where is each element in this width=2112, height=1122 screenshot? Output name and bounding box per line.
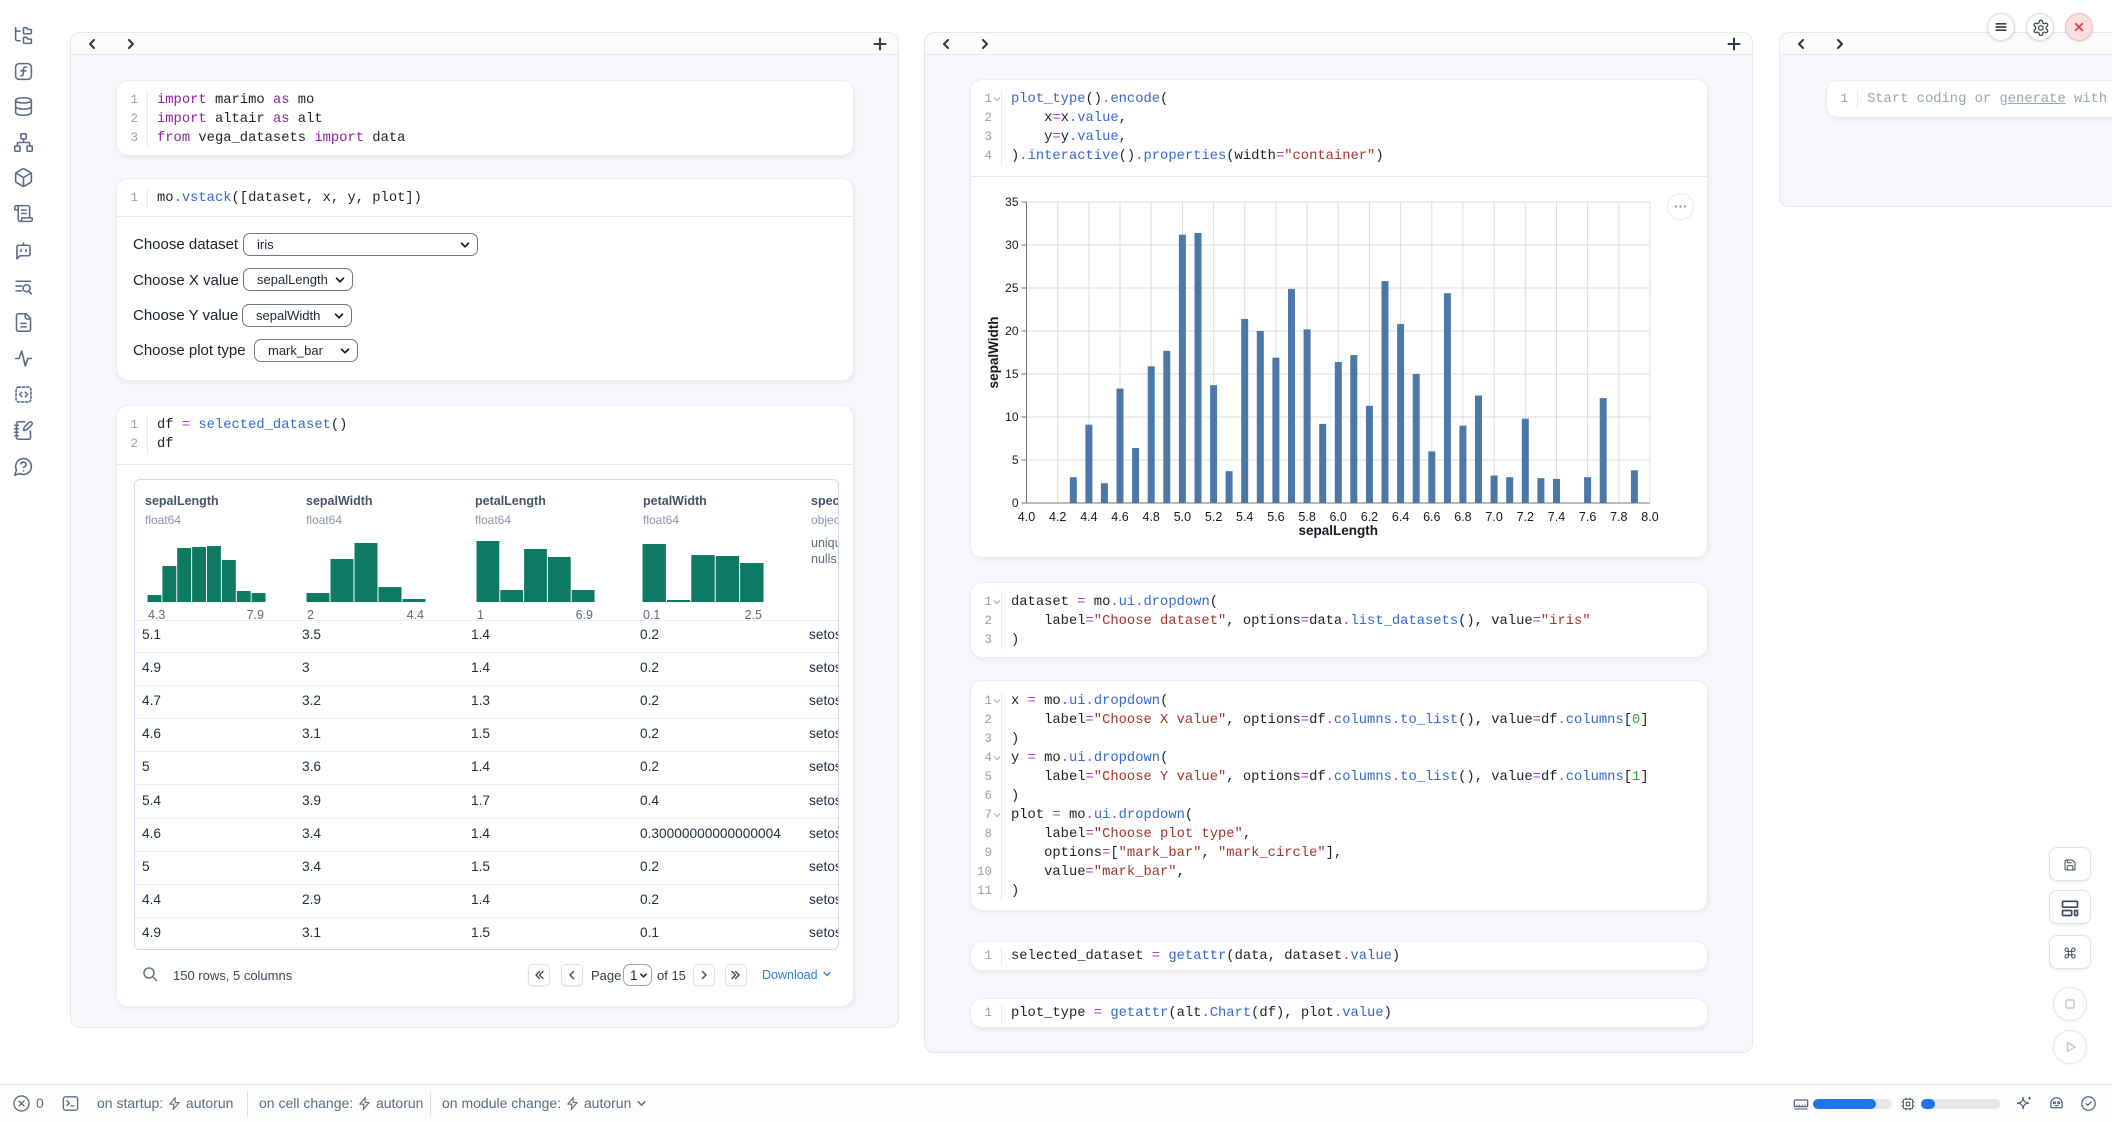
svg-text:5.6: 5.6: [1267, 510, 1284, 524]
svg-text:4.4: 4.4: [1080, 510, 1097, 524]
svg-text:0: 0: [1012, 496, 1019, 510]
svg-text:7.2: 7.2: [1517, 510, 1534, 524]
svg-text:4.0: 4.0: [1018, 510, 1035, 524]
svg-text:5.8: 5.8: [1298, 510, 1315, 524]
svg-text:4.2: 4.2: [1049, 510, 1066, 524]
svg-text:15: 15: [1005, 367, 1019, 381]
svg-text:7.0: 7.0: [1485, 510, 1502, 524]
svg-text:6.4: 6.4: [1392, 510, 1409, 524]
svg-text:6.8: 6.8: [1454, 510, 1471, 524]
svg-text:25: 25: [1005, 281, 1019, 295]
svg-text:30: 30: [1005, 238, 1019, 252]
svg-text:7.6: 7.6: [1579, 510, 1596, 524]
svg-text:7.4: 7.4: [1548, 510, 1565, 524]
svg-text:5.4: 5.4: [1236, 510, 1253, 524]
svg-text:20: 20: [1005, 324, 1019, 338]
svg-text:6.6: 6.6: [1423, 510, 1440, 524]
svg-text:35: 35: [1005, 195, 1019, 209]
svg-text:4.6: 4.6: [1111, 510, 1128, 524]
svg-text:5: 5: [1012, 453, 1019, 467]
svg-text:7.8: 7.8: [1610, 510, 1627, 524]
svg-text:4.8: 4.8: [1143, 510, 1160, 524]
svg-text:6.0: 6.0: [1330, 510, 1347, 524]
svg-text:sepalWidth: sepalWidth: [986, 317, 1001, 389]
svg-text:5.2: 5.2: [1205, 510, 1222, 524]
svg-text:8.0: 8.0: [1641, 510, 1658, 524]
svg-text:10: 10: [1005, 410, 1019, 424]
svg-text:sepalLength: sepalLength: [1298, 523, 1378, 538]
svg-text:6.2: 6.2: [1361, 510, 1378, 524]
svg-text:5.0: 5.0: [1174, 510, 1191, 524]
